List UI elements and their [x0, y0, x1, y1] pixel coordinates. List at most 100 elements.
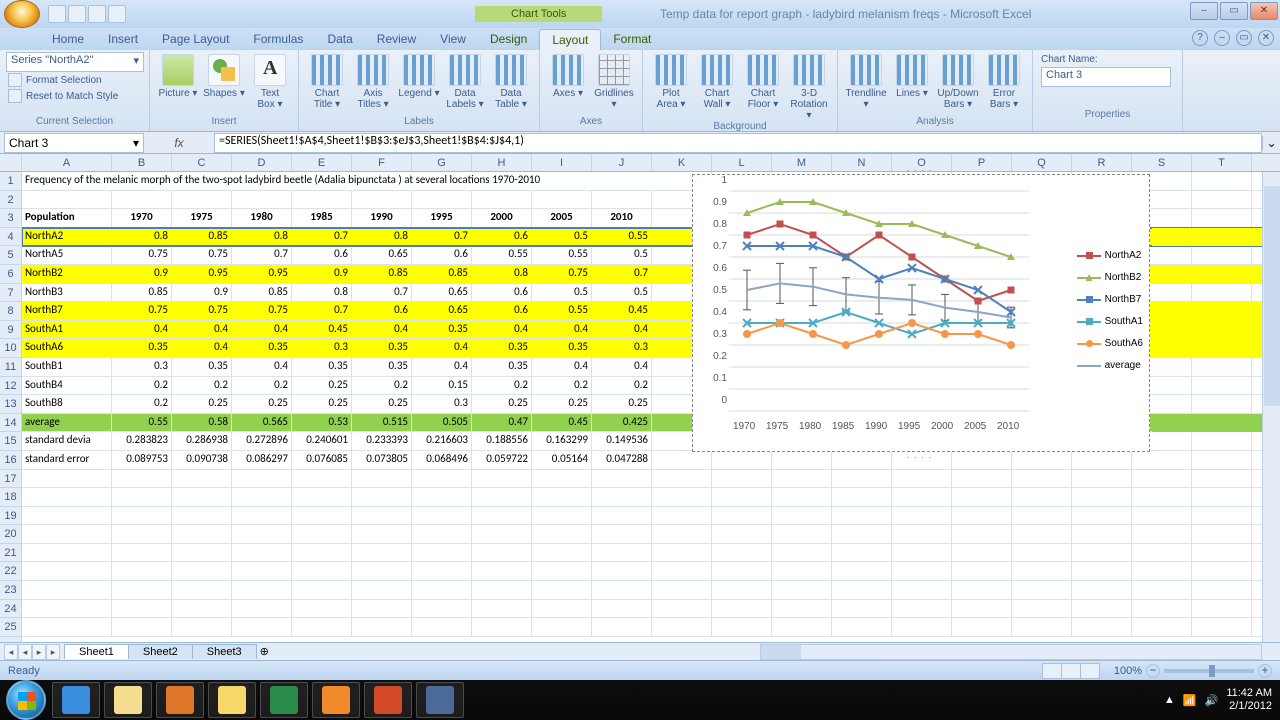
taskbar-wmp-button[interactable] — [312, 682, 360, 718]
cell[interactable] — [712, 507, 772, 525]
zoom-in-button[interactable]: + — [1258, 664, 1272, 678]
maximize-button[interactable]: ▭ — [1220, 2, 1248, 20]
cell[interactable] — [712, 525, 772, 543]
cell[interactable]: 0.05164 — [532, 451, 592, 469]
row-header[interactable]: 11 — [0, 358, 21, 377]
chart-wall-button[interactable]: ChartWall ▾ — [695, 52, 739, 110]
cell[interactable]: 0.85 — [172, 228, 232, 246]
cell[interactable] — [1192, 284, 1252, 302]
sheet-tab-sheet3[interactable]: Sheet3 — [192, 644, 257, 659]
cell[interactable] — [1192, 470, 1252, 488]
row-header[interactable]: 13 — [0, 395, 21, 414]
cell[interactable]: 0.425 — [592, 414, 652, 432]
cell[interactable] — [472, 525, 532, 543]
cell[interactable] — [172, 544, 232, 562]
taskbar-notes-button[interactable] — [208, 682, 256, 718]
cell[interactable] — [172, 488, 232, 506]
cell[interactable]: 0.58 — [172, 414, 232, 432]
cell[interactable]: 0.6 — [472, 228, 532, 246]
cell[interactable]: 0.53 — [292, 414, 352, 432]
cell[interactable] — [472, 618, 532, 636]
cell[interactable]: standard devia — [22, 432, 112, 450]
tab-layout[interactable]: Layout — [539, 29, 601, 50]
cell[interactable] — [1012, 451, 1072, 469]
row-header[interactable]: 7 — [0, 284, 21, 303]
cell[interactable]: 0.75 — [172, 246, 232, 264]
tab-page-layout[interactable]: Page Layout — [150, 29, 241, 50]
cell[interactable] — [712, 470, 772, 488]
cell[interactable] — [292, 544, 352, 562]
cell[interactable] — [1072, 562, 1132, 580]
table-row[interactable] — [22, 581, 1280, 600]
cell[interactable]: 0.2 — [172, 377, 232, 395]
cell[interactable] — [532, 507, 592, 525]
cell[interactable] — [712, 562, 772, 580]
cell[interactable] — [22, 562, 112, 580]
cell[interactable]: 0.55 — [112, 414, 172, 432]
cell[interactable] — [352, 544, 412, 562]
tab-insert[interactable]: Insert — [96, 29, 150, 50]
cell[interactable] — [412, 600, 472, 618]
table-row[interactable]: standard error0.0897530.0907380.0862970.… — [22, 451, 1280, 470]
help-icon[interactable]: ? — [1192, 30, 1208, 46]
plot-area-button[interactable]: PlotArea ▾ — [649, 52, 693, 110]
table-row[interactable] — [22, 562, 1280, 581]
cell[interactable] — [172, 581, 232, 599]
chart-legend[interactable]: NorthA2NorthB2NorthB7SouthA1SouthA6avera… — [1077, 245, 1143, 377]
cell[interactable] — [1072, 544, 1132, 562]
cell[interactable]: 0.6 — [472, 302, 532, 320]
cell[interactable]: NorthB2 — [22, 265, 112, 283]
cell[interactable]: 0.515 — [352, 414, 412, 432]
cell[interactable] — [592, 618, 652, 636]
cell[interactable] — [832, 618, 892, 636]
col-header[interactable]: P — [952, 154, 1012, 171]
col-header[interactable]: E — [292, 154, 352, 171]
gridlines-button[interactable]: Gridlines ▾ — [592, 52, 636, 110]
cell[interactable] — [952, 618, 1012, 636]
cell[interactable] — [352, 562, 412, 580]
cell[interactable] — [352, 507, 412, 525]
cell[interactable]: NorthA5 — [22, 246, 112, 264]
cell[interactable] — [472, 562, 532, 580]
row-header[interactable]: 5 — [0, 246, 21, 265]
cell[interactable] — [1072, 451, 1132, 469]
cell[interactable]: NorthB3 — [22, 284, 112, 302]
tab-format[interactable]: Format — [601, 29, 663, 50]
cell[interactable]: 0.25 — [292, 377, 352, 395]
cell[interactable]: 0.4 — [412, 339, 472, 357]
cell[interactable]: 2000 — [472, 209, 532, 227]
cell[interactable] — [652, 600, 712, 618]
cell[interactable]: 0.75 — [172, 302, 232, 320]
cell[interactable]: 0.9 — [172, 284, 232, 302]
cell[interactable]: 0.47 — [472, 414, 532, 432]
legend-item[interactable]: SouthA6 — [1077, 333, 1143, 355]
legend-button[interactable]: Legend ▾ — [397, 52, 441, 99]
cell[interactable]: 0.8 — [232, 228, 292, 246]
cell[interactable] — [652, 507, 712, 525]
row-header[interactable]: 19 — [0, 507, 21, 526]
cell[interactable] — [472, 600, 532, 618]
cell[interactable]: 0.4 — [352, 321, 412, 339]
row-header[interactable]: 14 — [0, 414, 21, 433]
cell[interactable]: 0.35 — [532, 339, 592, 357]
cell[interactable] — [352, 600, 412, 618]
cell[interactable] — [832, 470, 892, 488]
cell[interactable] — [832, 600, 892, 618]
cell[interactable] — [352, 470, 412, 488]
cell[interactable] — [652, 451, 712, 469]
cell[interactable] — [952, 488, 1012, 506]
cell[interactable] — [22, 488, 112, 506]
row-header[interactable]: 10 — [0, 339, 21, 358]
row-header[interactable]: 6 — [0, 265, 21, 284]
cell[interactable]: 0.272896 — [232, 432, 292, 450]
cell[interactable]: SouthB8 — [22, 395, 112, 413]
cell[interactable] — [232, 618, 292, 636]
cell[interactable] — [892, 488, 952, 506]
cell[interactable]: 1975 — [172, 209, 232, 227]
cell[interactable]: 0.505 — [412, 414, 472, 432]
cell[interactable]: 0.2 — [592, 377, 652, 395]
cell[interactable]: Population — [22, 209, 112, 227]
cell[interactable]: 0.068496 — [412, 451, 472, 469]
row-header[interactable]: 22 — [0, 562, 21, 581]
cell[interactable] — [592, 544, 652, 562]
